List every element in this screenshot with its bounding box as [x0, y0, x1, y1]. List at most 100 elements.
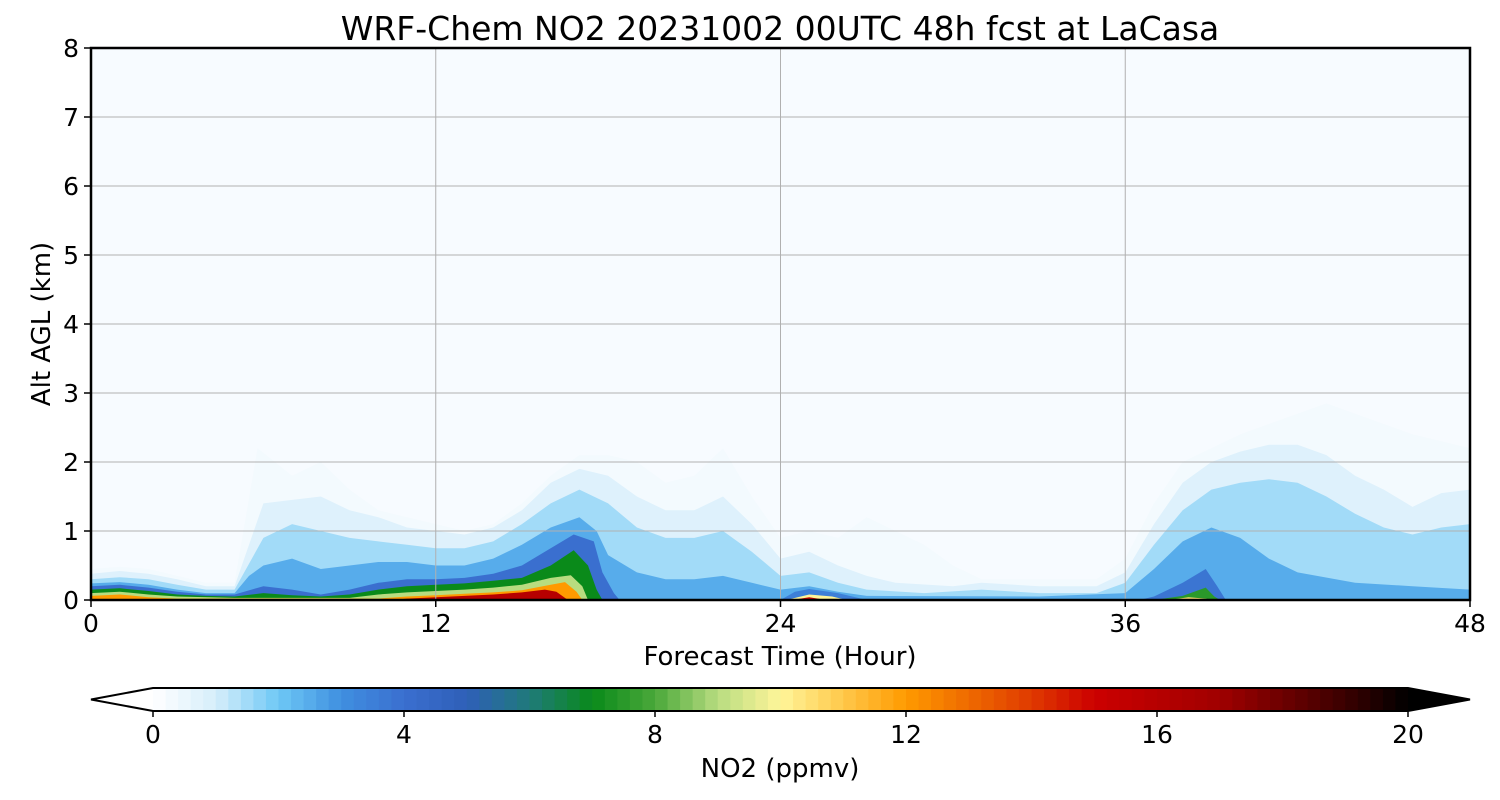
- y-tick-label-3: 3: [63, 379, 79, 408]
- colorbar-segment-38: [629, 688, 644, 711]
- colorbar-segment-69: [1018, 688, 1033, 711]
- colorbar-segment-89: [1269, 688, 1284, 711]
- colorbar-segment-51: [793, 688, 807, 711]
- colorbar-segment-48: [755, 688, 769, 711]
- y-tick-label-0: 0: [63, 586, 79, 615]
- colorbar-segment-62: [931, 688, 945, 711]
- colorbar-segment-27: [491, 688, 505, 711]
- colorbar-segment-32: [554, 688, 568, 711]
- colorbar-segment-26: [479, 688, 493, 711]
- colorbar-tick-label-4: 16: [1141, 720, 1173, 749]
- x-tick-label-4: 48: [1454, 609, 1486, 638]
- x-ticks: 0 12 24 36 48: [83, 600, 1486, 638]
- colorbar-segment-57: [868, 688, 882, 711]
- colorbar-segment-76: [1106, 688, 1120, 711]
- colorbar-segment-46: [730, 688, 744, 711]
- colorbar-segment-28: [504, 688, 518, 711]
- colorbar-segment-6: [228, 688, 242, 711]
- colorbar-segment-33: [567, 688, 581, 711]
- y-axis-label: Alt AGL (km): [27, 242, 57, 406]
- colorbar-segment-14: [328, 688, 342, 711]
- y-tick-label-8: 8: [63, 34, 79, 63]
- colorbar-tick-label-1: 4: [396, 720, 412, 749]
- colorbar-segment-63: [943, 688, 957, 711]
- colorbar-segment-7: [240, 688, 254, 711]
- colorbar-segment-91: [1295, 688, 1309, 711]
- colorbar-segment-86: [1232, 688, 1246, 711]
- y-tick-label-4: 4: [63, 310, 79, 339]
- colorbar-tick-label-3: 12: [890, 720, 922, 749]
- colorbar-segment-58: [880, 688, 895, 711]
- colorbar-segment-75: [1094, 688, 1108, 711]
- colorbar-segment-3: [190, 688, 204, 711]
- colorbar-segment-9: [265, 688, 280, 711]
- y-tick-label-2: 2: [63, 448, 79, 477]
- colorbar-segment-67: [993, 688, 1007, 711]
- colorbar-segment-39: [642, 688, 656, 711]
- y-tick-label-7: 7: [63, 103, 79, 132]
- colorbar-segment-17: [366, 688, 380, 711]
- colorbar-extend-min: [91, 688, 153, 711]
- colorbar-tick-label-2: 8: [647, 720, 663, 749]
- colorbar-segment-49: [767, 688, 782, 711]
- colorbar-segment-54: [830, 688, 844, 711]
- colorbar-segment-72: [1056, 688, 1070, 711]
- colorbar-segment-61: [918, 688, 932, 711]
- colorbar-segment-95: [1345, 688, 1359, 711]
- x-tick-label-2: 24: [765, 609, 797, 638]
- colorbar-segment-70: [1031, 688, 1045, 711]
- y-tick-label-6: 6: [63, 172, 79, 201]
- colorbar-segment-68: [1006, 688, 1020, 711]
- colorbar-segment-77: [1119, 688, 1133, 711]
- colorbar-segment-56: [855, 688, 869, 711]
- colorbar-segment-25: [466, 688, 480, 711]
- colorbar-segment-19: [391, 688, 405, 711]
- colorbar-segment-93: [1320, 688, 1334, 711]
- y-tick-label-5: 5: [63, 241, 79, 270]
- colorbar-tick-label-5: 20: [1392, 720, 1424, 749]
- colorbar-segment-98: [1382, 688, 1397, 711]
- colorbar-segment-13: [316, 688, 330, 711]
- y-tick-label-1: 1: [63, 517, 79, 546]
- colorbar-segment-81: [1169, 688, 1183, 711]
- colorbar: [90, 687, 1471, 712]
- colorbar-segment-24: [454, 688, 468, 711]
- colorbar-segment-34: [579, 688, 593, 711]
- colorbar-segment-60: [906, 688, 920, 711]
- colorbar-segment-11: [291, 688, 305, 711]
- chart-title: WRF-Chem NO2 20231002 00UTC 48h fcst at …: [341, 9, 1220, 48]
- colorbar-segment-2: [178, 688, 192, 711]
- colorbar-segment-31: [542, 688, 556, 711]
- colorbar-segment-18: [378, 688, 393, 711]
- y-ticks: 0 1 2 3 4 5 6 7 8: [63, 34, 91, 615]
- colorbar-segment-30: [529, 688, 543, 711]
- colorbar-segment-85: [1219, 688, 1233, 711]
- colorbar-segment-64: [956, 688, 970, 711]
- colorbar-segment-97: [1370, 688, 1384, 711]
- colorbar-segment-35: [592, 688, 606, 711]
- x-axis-label: Forecast Time (Hour): [643, 642, 916, 672]
- colorbar-segment-82: [1182, 688, 1196, 711]
- colorbar-segment-15: [341, 688, 355, 711]
- colorbar-segment-43: [692, 688, 706, 711]
- colorbar-segment-12: [303, 688, 317, 711]
- colorbar-segment-90: [1282, 688, 1296, 711]
- colorbar-segment-84: [1207, 688, 1221, 711]
- grid-lines: [91, 48, 1470, 600]
- colorbar-segment-10: [278, 688, 292, 711]
- colorbar-segment-42: [680, 688, 694, 711]
- colorbar-segment-41: [667, 688, 681, 711]
- colorbar-segment-74: [1081, 688, 1095, 711]
- contour-layer-12: [1139, 569, 1470, 600]
- colorbar-segment-55: [843, 688, 857, 711]
- colorbar-segment-87: [1244, 688, 1258, 711]
- colorbar-extend-max: [1408, 688, 1470, 711]
- colorbar-segment-16: [353, 688, 367, 711]
- colorbar-segment-29: [516, 688, 531, 711]
- colorbar-segment-50: [780, 688, 794, 711]
- colorbar-segment-47: [742, 688, 756, 711]
- colorbar-segment-52: [805, 688, 819, 711]
- colorbar-segment-79: [1144, 688, 1158, 711]
- colorbar-segment-94: [1332, 688, 1346, 711]
